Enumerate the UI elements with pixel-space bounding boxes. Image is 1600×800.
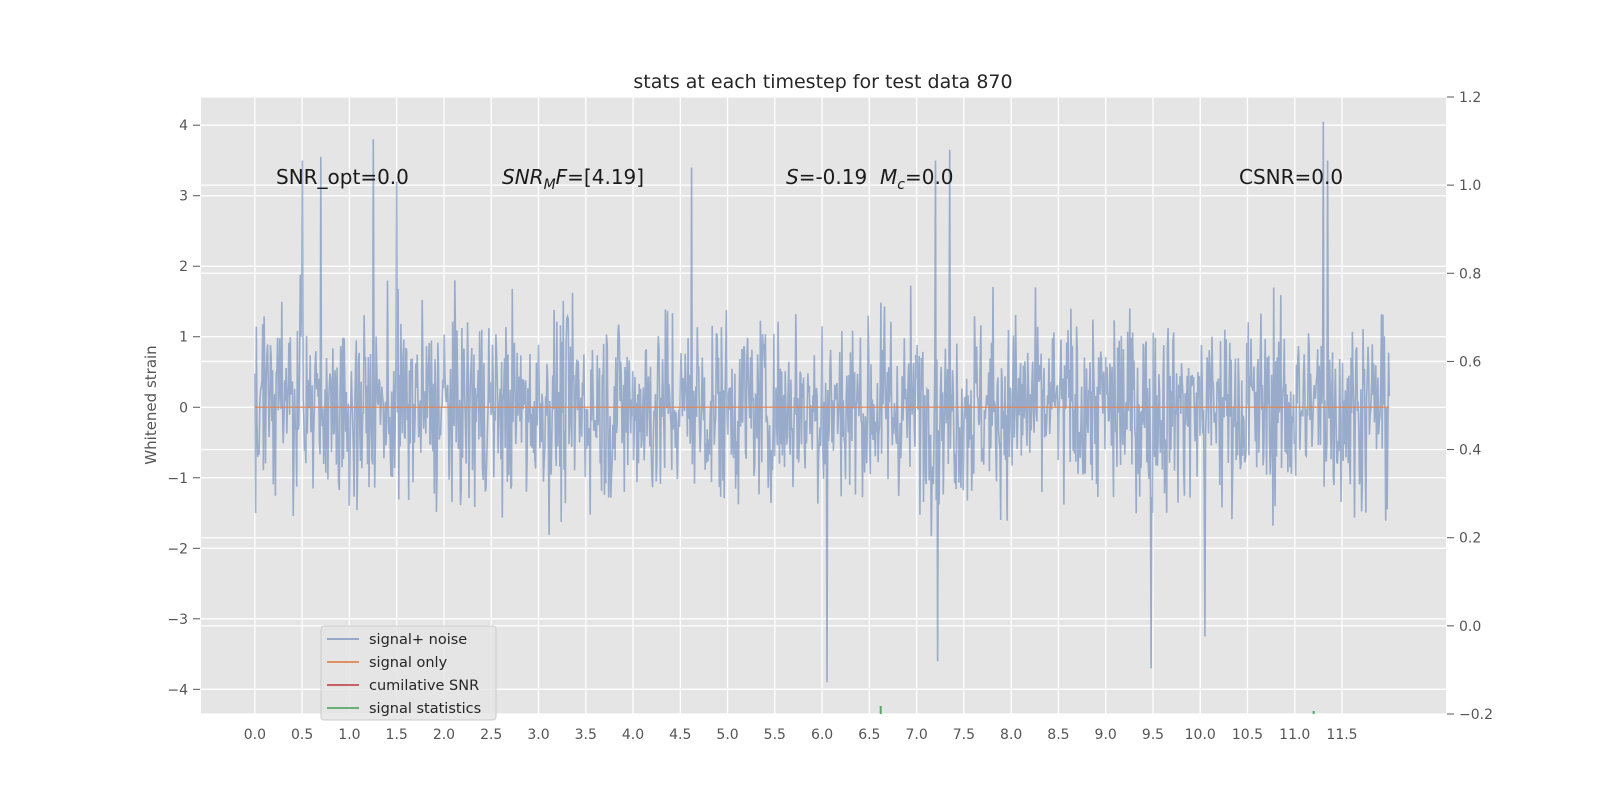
y2-tick-label: 0.0 xyxy=(1459,619,1481,635)
y-tick-label: −2 xyxy=(167,541,188,557)
x-tick-label: 2.0 xyxy=(433,727,455,743)
x-tick-label: 3.5 xyxy=(575,727,597,743)
other-series xyxy=(254,406,1390,714)
y2-tick-label: 1.0 xyxy=(1459,178,1481,194)
annotation-snr-mf: SNRMF=[4.19] xyxy=(502,165,644,193)
x-tick-label: 1.0 xyxy=(338,727,360,743)
x-tick-label: 1.5 xyxy=(386,727,408,743)
x-tick-label: 2.5 xyxy=(480,727,502,743)
x-tick-label: 6.5 xyxy=(858,727,880,743)
annotation-s: S=-0.19 xyxy=(786,165,867,189)
y-tick-label: −1 xyxy=(167,471,188,487)
annotation-snr-opt: SNR_opt=0.0 xyxy=(276,165,409,189)
chart-title: stats at each timestep for test data 870 xyxy=(633,71,1012,93)
x-tick-label: 4.5 xyxy=(669,727,691,743)
axes: 0.0 0.5 1.0 1.5 2.0 2.5 3.0 3.5 4.0 4.5 5.0 5.5 6.0 6… xyxy=(167,90,1493,743)
x-tick-label: 7.5 xyxy=(953,727,975,743)
annotation-mc: Mc=0.0 xyxy=(880,165,954,193)
y-tick-label: 3 xyxy=(179,189,188,205)
legend-label: signal statistics xyxy=(369,701,481,717)
y-tick-label: −4 xyxy=(167,682,188,698)
legend-label: signal only xyxy=(369,655,448,671)
x-tick-label: 6.0 xyxy=(811,727,833,743)
x-tick-label: 0.5 xyxy=(291,727,313,743)
x-tick-label: 4.0 xyxy=(622,727,644,743)
x-tick-label: 9.0 xyxy=(1095,727,1117,743)
annotation-snr-mf-value: =[4.19] xyxy=(567,165,644,189)
y2-tick-label: −0.2 xyxy=(1459,707,1493,723)
x-tick-label: 8.0 xyxy=(1000,727,1022,743)
series-line-signal-noise xyxy=(254,121,1391,683)
legend: signal+ noise signal only cumilative SNR si… xyxy=(320,625,497,721)
x-tick-label: 11.0 xyxy=(1279,727,1310,743)
x-tick-label: 9.5 xyxy=(1142,727,1164,743)
y-tick-label: −3 xyxy=(167,612,188,628)
x-tick-label: 0.0 xyxy=(244,727,266,743)
legend-label: cumilative SNR xyxy=(369,678,479,694)
y2-tick-label: 1.2 xyxy=(1459,90,1481,106)
y-tick-label: 4 xyxy=(179,118,188,134)
y2-tick-label: 0.6 xyxy=(1459,354,1481,370)
y-tick-label: 2 xyxy=(179,259,188,275)
annotation-csnr: CSNR=0.0 xyxy=(1239,165,1343,189)
y-tick-label: 0 xyxy=(179,400,188,416)
y2-tick-label: 0.2 xyxy=(1459,531,1481,547)
x-tick-label: 11.5 xyxy=(1326,727,1357,743)
x-tick-label: 10.5 xyxy=(1232,727,1263,743)
y2-tick-label: 0.8 xyxy=(1459,266,1481,282)
annotation-mc-value: =0.0 xyxy=(905,165,954,189)
x-tick-label: 5.0 xyxy=(716,727,738,743)
x-tick-label: 5.5 xyxy=(764,727,786,743)
x-tick-label: 8.5 xyxy=(1047,727,1069,743)
x-tick-label: 3.0 xyxy=(527,727,549,743)
signal-noise-series xyxy=(254,121,1391,683)
y-tick-label: 1 xyxy=(179,330,188,346)
y2-tick-label: 0.4 xyxy=(1459,443,1481,459)
y-axis-label: Whitened strain xyxy=(142,345,160,464)
legend-label: signal+ noise xyxy=(369,632,467,648)
x-tick-label: 10.0 xyxy=(1185,727,1216,743)
x-tick-label: 7.0 xyxy=(905,727,927,743)
legend-box xyxy=(320,625,497,721)
annotation-s-value: =-0.19 xyxy=(799,165,868,189)
